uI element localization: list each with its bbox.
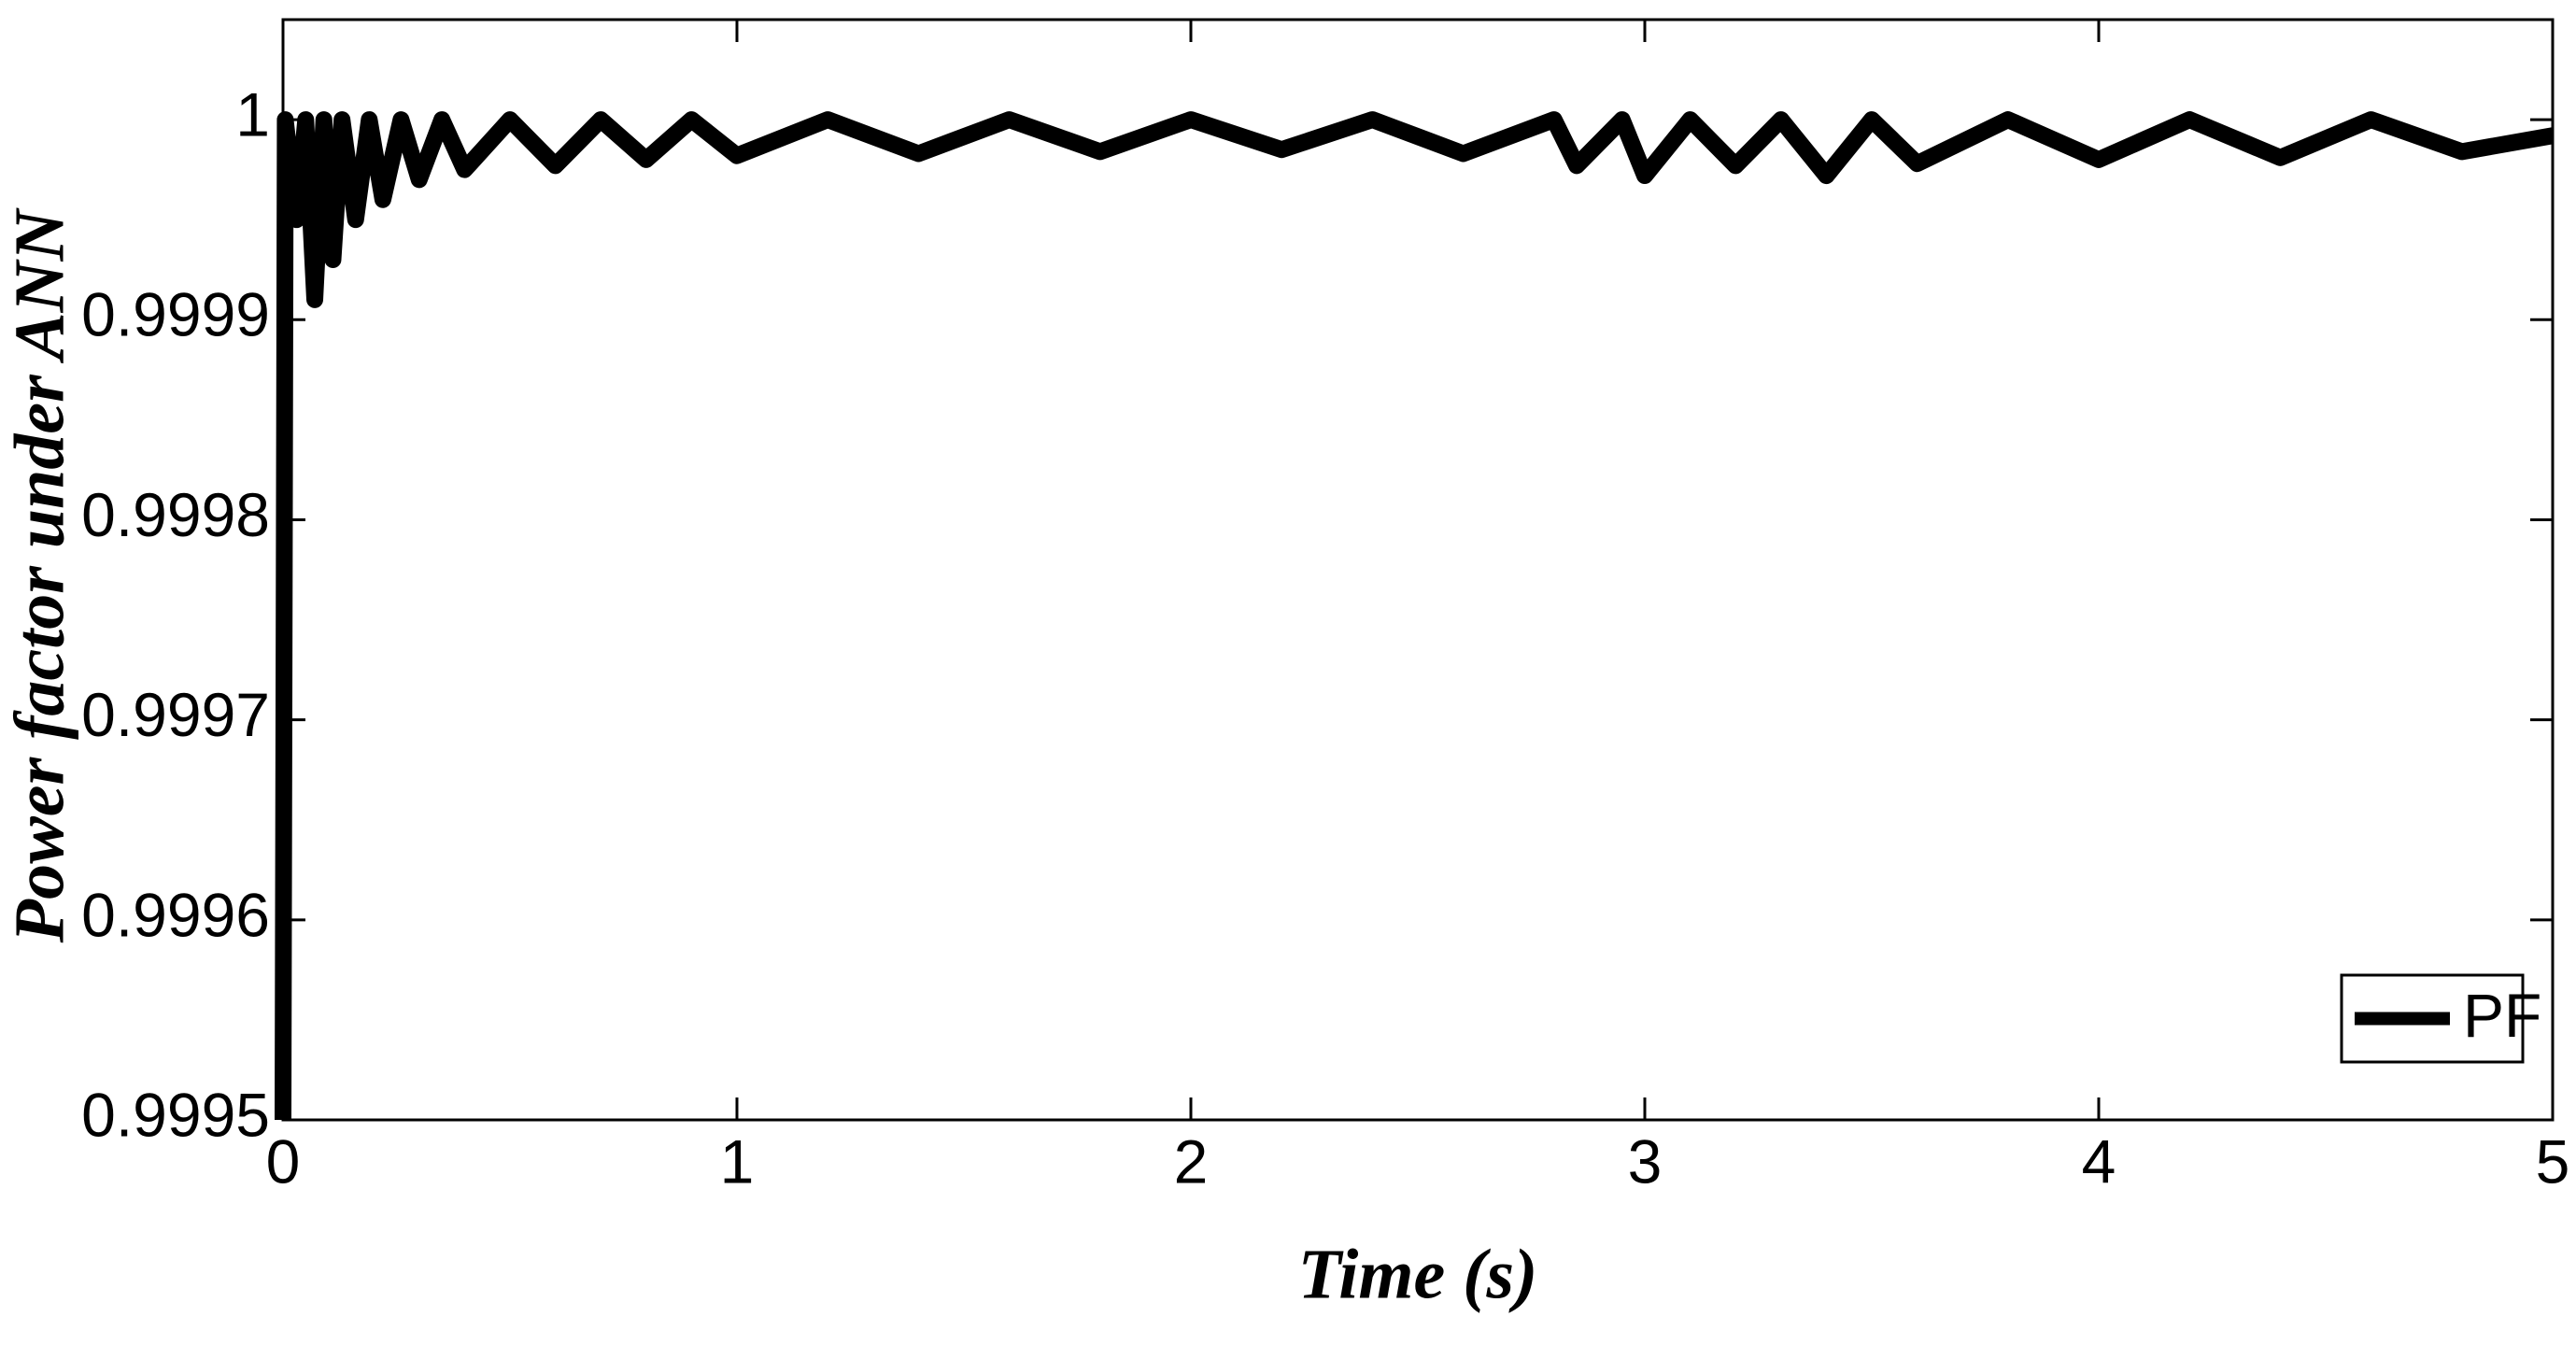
y-tick-label: 0.9995 <box>81 1080 270 1149</box>
x-tick-label: 4 <box>2082 1126 2116 1196</box>
x-tick-label: 3 <box>1628 1126 1663 1196</box>
x-tick-label: 1 <box>720 1126 755 1196</box>
data-line <box>275 111 2555 1121</box>
y-tick-label: 0.9998 <box>81 480 270 549</box>
y-tick-label: 0.9996 <box>81 880 270 949</box>
plot-area <box>281 18 2555 1122</box>
legend-label: PF <box>2463 981 2541 1050</box>
y-tick-label: 1 <box>235 80 270 149</box>
y-axis-label: Power factor under ANN <box>0 207 78 944</box>
x-tick-label: 0 <box>266 1126 301 1196</box>
y-tick-label: 0.9997 <box>81 680 270 749</box>
x-axis-label: Time (s) <box>1298 1235 1538 1313</box>
x-tick-label: 2 <box>1174 1126 1209 1196</box>
y-tick-label: 0.9999 <box>81 280 270 349</box>
x-tick-label: 5 <box>2536 1126 2570 1196</box>
